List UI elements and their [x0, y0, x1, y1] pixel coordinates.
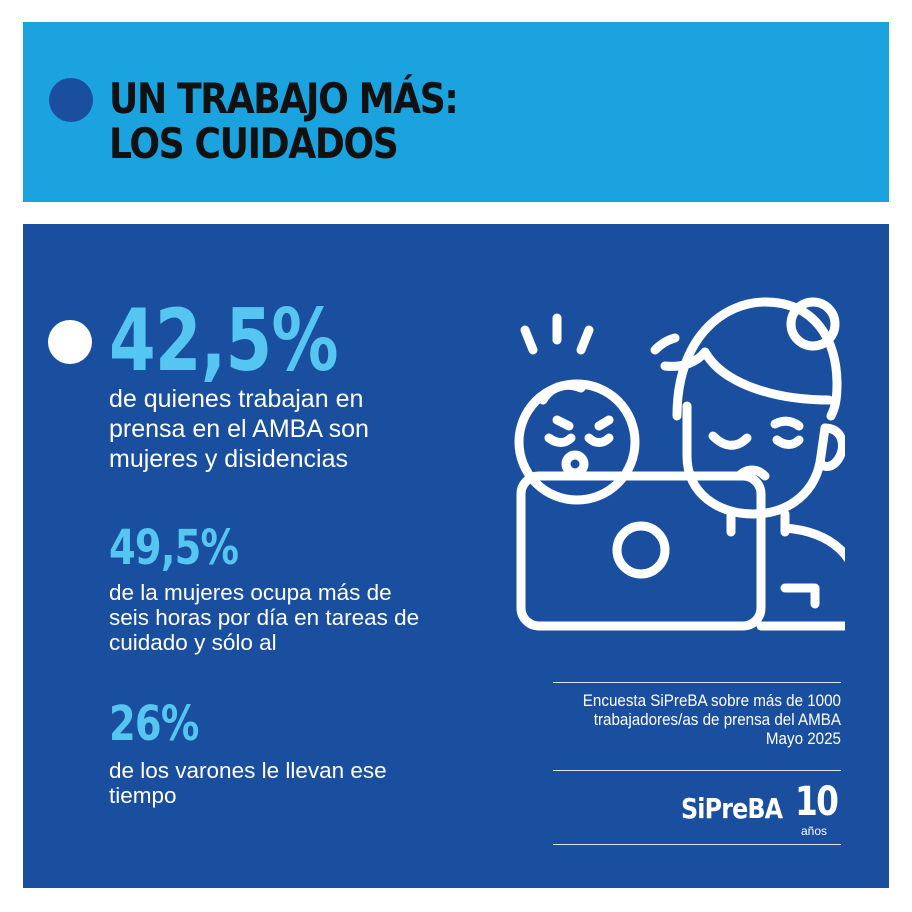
- sipreba-logo: SiPreBA 10 años: [681, 780, 845, 842]
- source-line-3: Mayo 2025: [765, 730, 841, 748]
- stat-description-3: de los varones le llevan ese tiempo: [109, 758, 387, 808]
- logo-anniversary-suffix: años: [801, 824, 828, 838]
- logo-anniversary-number: 10: [795, 779, 839, 825]
- stat-description-1: de quienes trabajan en prensa en el AMBA…: [109, 385, 369, 473]
- stat-value-2: 49,5%: [109, 520, 239, 576]
- logo-name: SiPreBA: [681, 792, 783, 825]
- source-caption: Encuesta SiPreBA sobre más de 1000 traba…: [567, 692, 841, 749]
- title-line-1: UN TRABAJO MÁS:: [109, 74, 459, 123]
- source-line-2: trabajadores/as de prensa del AMBA: [593, 711, 841, 729]
- source-divider-middle: [553, 770, 841, 771]
- header-banner: UN TRABAJO MÁS: LOS CUIDADOS: [23, 22, 889, 202]
- stat-description-2: de la mujeres ocupa más de seis horas po…: [109, 580, 420, 655]
- stat-value-1: 42,5%: [109, 291, 339, 391]
- source-line-1: Encuesta SiPreBA sobre más de 1000: [582, 692, 841, 710]
- stat-value-3: 26%: [109, 696, 199, 752]
- source-divider-top: [553, 682, 841, 683]
- header-bullet-dot: [49, 78, 93, 122]
- mother-with-baby-at-laptop-icon: [514, 297, 845, 631]
- source-divider-bottom: [553, 844, 841, 845]
- title-line-2: LOS CUIDADOS: [109, 119, 399, 168]
- main-panel: 42,5% de quienes trabajan en prensa en e…: [23, 224, 889, 888]
- stat-bullet-dot: [48, 320, 92, 364]
- page-title: UN TRABAJO MÁS: LOS CUIDADOS: [109, 74, 459, 168]
